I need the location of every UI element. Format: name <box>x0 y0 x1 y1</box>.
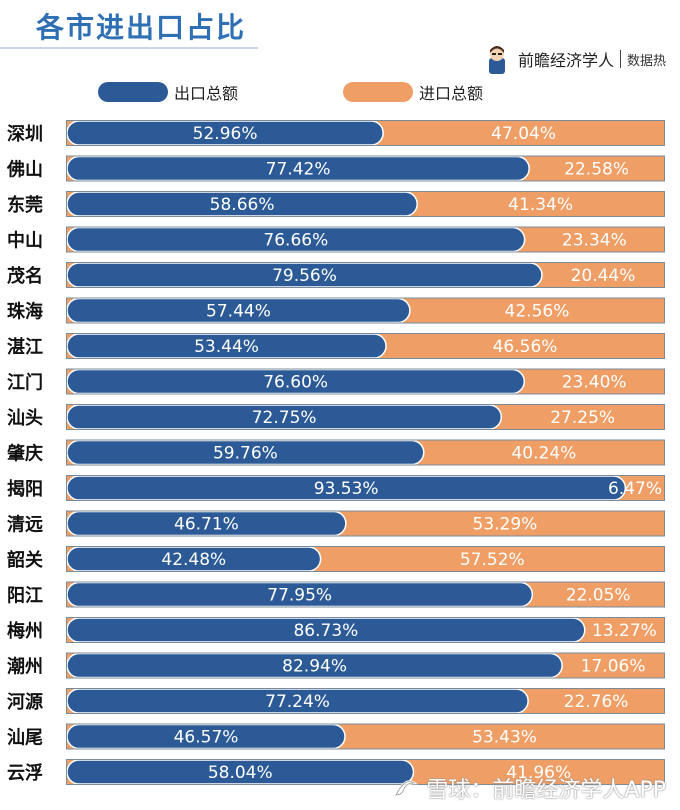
export-value-label: 58.04% <box>208 763 273 783</box>
category-label: 江门 <box>7 372 43 394</box>
bar-outline <box>66 759 665 785</box>
bar-outline <box>66 617 665 643</box>
category-label: 中山 <box>7 230 43 252</box>
bar-outline <box>66 546 665 572</box>
chart-title: 各市进出口占比 <box>36 11 247 44</box>
category-label: 揭阳 <box>7 478 43 500</box>
watermark-text: 雪球：前瞻经济学人APP <box>426 778 666 803</box>
import-value-label: 17.06% <box>581 657 646 677</box>
import-value-label: 53.43% <box>472 728 537 748</box>
import-value-label: 53.29% <box>473 515 538 535</box>
import-value-label: 20.44% <box>571 266 636 286</box>
export-value-label: 82.94% <box>282 657 347 677</box>
bar-outline <box>66 191 665 217</box>
import-value-label: 41.34% <box>508 195 573 215</box>
import-value-label: 23.34% <box>562 231 627 251</box>
bar-outline <box>66 262 665 288</box>
export-value-label: 57.44% <box>206 302 271 322</box>
category-label: 湛江 <box>7 336 43 358</box>
export-value-label: 59.76% <box>213 444 278 464</box>
import-value-label: 47.04% <box>491 124 556 144</box>
bar-outline <box>66 297 665 324</box>
import-value-label: 23.40% <box>562 373 627 393</box>
category-label: 肇庆 <box>6 443 43 465</box>
category-label: 珠海 <box>7 301 43 323</box>
import-value-label: 41.96% <box>506 763 571 783</box>
export-value-label: 42.48% <box>161 550 226 570</box>
brand: 前瞻经济学人 数据热 <box>482 44 666 74</box>
category-label: 韶关 <box>7 549 43 571</box>
export-value-label: 53.44% <box>194 337 259 357</box>
brand-tag: 数据热 <box>626 53 666 69</box>
import-value-label: 46.56% <box>493 337 558 357</box>
export-value-label: 77.24% <box>265 692 330 712</box>
category-label: 深圳 <box>7 123 43 145</box>
bar-outline <box>66 155 665 182</box>
export-value-label: 77.42% <box>266 160 331 180</box>
export-value-label: 46.71% <box>174 515 239 535</box>
category-label: 汕尾 <box>7 728 43 749</box>
watermark: 雪球：前瞻经济学人APP <box>392 772 666 804</box>
avatar-icon <box>488 46 505 74</box>
category-label: 佛山 <box>6 159 43 181</box>
category-label: 阳江 <box>7 586 43 607</box>
export-value-label: 76.60% <box>263 373 328 393</box>
category-label: 茂名 <box>7 265 43 287</box>
category-label: 云浮 <box>7 762 43 784</box>
category-label: 梅州 <box>7 620 43 642</box>
export-value-label: 77.95% <box>267 586 332 606</box>
category-label: 潮州 <box>7 657 43 678</box>
bar-outline <box>66 368 665 395</box>
brand-divider <box>619 50 621 68</box>
category-label: 清远 <box>7 515 43 536</box>
brand-name: 前瞻经济学人 <box>517 51 614 70</box>
import-value-label: 22.05% <box>566 586 631 606</box>
bar-outline <box>66 475 665 501</box>
bar-outline <box>66 581 665 608</box>
category-label: 汕头 <box>7 408 43 429</box>
category-label: 东莞 <box>7 194 43 216</box>
export-value-label: 79.56% <box>272 266 337 286</box>
export-value-label: 58.66% <box>210 195 275 215</box>
export-value-label: 76.66% <box>263 231 328 251</box>
bar-outline <box>66 226 665 253</box>
export-value-label: 93.53% <box>314 479 379 499</box>
bar-outline <box>66 333 665 359</box>
bar-outline <box>66 510 665 537</box>
bar-outline <box>66 120 665 146</box>
export-value-label: 72.75% <box>252 408 317 428</box>
export-value-label: 46.57% <box>174 728 239 748</box>
import-value-label: 22.76% <box>564 692 629 712</box>
title-underline <box>0 47 258 49</box>
import-value-label: 13.27% <box>592 621 657 641</box>
export-value-label: 86.73% <box>293 621 358 641</box>
bar-outline <box>66 688 665 714</box>
import-value-label: 40.24% <box>511 444 576 464</box>
import-value-label: 57.52% <box>460 550 525 570</box>
bar-outline <box>66 404 665 430</box>
bar-outline <box>66 652 665 679</box>
bar-outline <box>66 723 665 750</box>
import-value-label: 27.25% <box>550 408 615 428</box>
import-value-label: 22.58% <box>564 160 629 180</box>
snowball-logo-icon <box>394 780 419 797</box>
export-value-label: 52.96% <box>193 124 258 144</box>
category-label: 河源 <box>7 691 43 713</box>
import-value-label: 42.56% <box>505 302 570 322</box>
import-value-label: 6.47% <box>608 479 662 499</box>
bar-outline <box>66 439 665 466</box>
